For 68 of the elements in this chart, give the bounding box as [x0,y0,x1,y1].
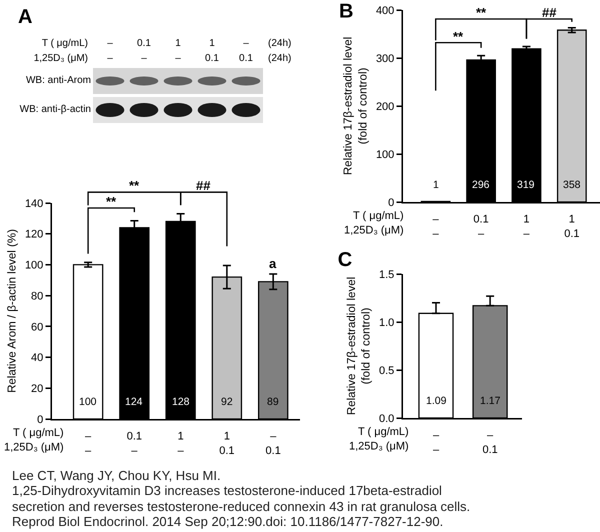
text: Lee CT, Wang JY, Chou KY, Hsu MI. [12,468,222,484]
y-tick-label: 400 [376,4,394,17]
x-axis-title: T ( μg/mL) 1,25D₃ (μM) [349,426,409,452]
x-tick-label: – – [432,214,440,240]
y-axis-title: Relative Arom / β-actin level (%) [6,228,19,393]
y-tick-label: 200 [376,100,394,113]
text: ** [129,178,140,193]
data-label: 128 [172,396,190,408]
x-tick-label: 1 0.1 [219,430,235,457]
annotation: ** [453,29,464,44]
text: ## [196,178,212,193]
x-tick-label: 1 0.1 [564,214,580,240]
data-label: 296 [472,179,490,191]
text: T ( μg/mL) 1,25D₃ (μM) [34,37,88,66]
data-label: 100 [79,396,97,408]
y-tick-label: 0.5 [379,364,394,377]
y-tick-label: 120 [24,228,44,241]
y-tick-label: 100 [24,260,44,272]
annotation: ## [542,5,558,20]
y-axis-title: Relative 17β-estradiol level (fold of control) [342,36,370,176]
category-label: 0.1 – [136,37,152,66]
text: (24h) [268,52,292,66]
data-label: 319 [517,179,535,191]
y-tick-label: 140 [24,198,44,210]
y-tick-label: 0 [37,414,44,426]
x-tick-label: – 0.1 [482,430,498,456]
data-label: 124 [125,396,143,408]
data-label: 1 [433,179,439,191]
category-label: WB: anti-β-actin [20,104,91,115]
text: 1,25-Dihydroxyvitamin D3 increases testosterone-induced 17beta-estradiol secretion and reverses testosterone-reduced connexin 43 in rat granulosa cells. [12,483,472,514]
text: Reprod Biol Endocrinol. 2014 Sep 20;12:90.doi: 10.1186/1477-7827-12-90. [12,514,444,530]
data-label: 92 [221,396,233,408]
x-tick-label: 0.1 – [126,430,142,457]
text: A [18,5,32,29]
y-tick-label: 1.5 [379,268,394,281]
chart-title: C [338,249,352,272]
x-tick-label: 1 – [523,214,530,240]
text: (24h) [268,37,292,51]
category-label: WB: anti-Arom [26,75,91,86]
data-label: 89 [267,396,279,408]
x-tick-label: 1 – [178,430,185,457]
y-axis-title: Relative 17β-estradiol level (fold of control) [346,276,373,416]
data-label: 1.17 [480,395,501,407]
category-label: – 0.1 [238,37,254,66]
x-axis-title: T ( μg/mL) 1,25D₃ (μM) [344,210,404,236]
annotation: ** [476,5,488,20]
x-tick-label: – – [432,430,440,456]
y-tick-label: 40 [31,352,44,364]
x-axis-title: T ( μg/mL) 1,25D₃ (μM) [4,427,64,454]
data-label: 358 [563,179,581,191]
y-tick-label: 1.0 [379,316,394,329]
annotation: a [269,256,277,271]
y-tick-label: 0 [388,196,394,209]
y-tick-label: 100 [376,148,394,161]
data-label: 1.09 [426,395,447,407]
y-tick-label: 20 [31,382,44,395]
y-tick-label: 80 [31,290,44,302]
x-tick-label: 0.1 – [473,214,489,240]
category-label: – – [106,37,114,66]
x-tick-label: – – [85,430,92,457]
annotation: ** [106,194,118,209]
x-tick-label: – 0.1 [266,430,281,457]
y-tick-label: 0.0 [379,412,394,425]
chart-title: B [339,0,354,23]
category-label: 1 0.1 [204,37,220,66]
category-label: 1 – [174,37,182,66]
y-tick-label: 300 [376,52,394,65]
y-tick-label: 60 [31,321,44,334]
